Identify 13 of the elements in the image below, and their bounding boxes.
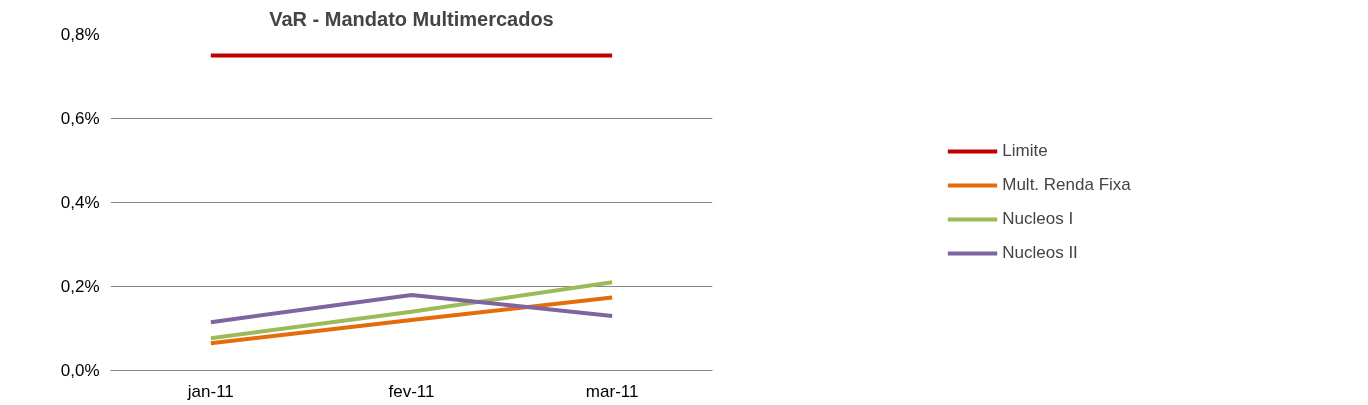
legend-label: Mult. Renda Fixa xyxy=(1002,175,1131,195)
x-tick-label: jan-11 xyxy=(186,381,234,401)
chart-title: VaR - Mandato Multimercados xyxy=(269,7,554,30)
y-tick-label: 0,6% xyxy=(60,109,100,128)
y-tick-label: 0,4% xyxy=(60,193,100,212)
y-tick-label: 0,2% xyxy=(60,277,100,296)
x-tick-label: fev-11 xyxy=(388,381,435,401)
y-tick-label: 0,0% xyxy=(60,361,100,380)
legend-label: Nucleos I xyxy=(1002,209,1074,229)
x-tick-label: mar-11 xyxy=(585,381,639,401)
legend-label: Limite xyxy=(1002,141,1048,161)
legend-label: Nucleos II xyxy=(1002,243,1078,263)
y-tick-label: 0,8% xyxy=(60,25,100,44)
